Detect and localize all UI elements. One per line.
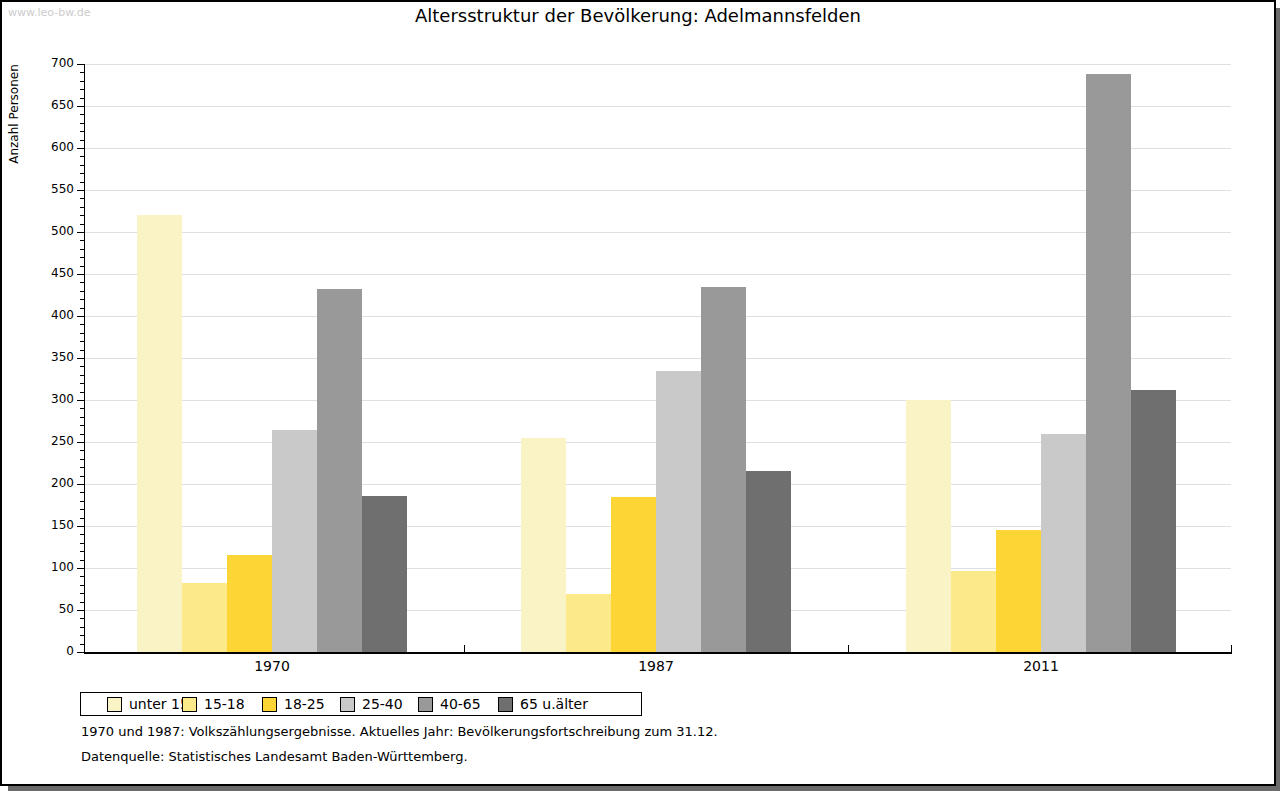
y-tick-label: 700 xyxy=(2,56,74,70)
y-major-tick xyxy=(77,484,84,485)
bar-1970-40-65 xyxy=(317,289,362,652)
gridline-700 xyxy=(84,64,1231,65)
plot-area: 0 50 100 150 200 250 300 350 400 450 500 550 600 650 7… xyxy=(2,2,1274,784)
y-major-tick xyxy=(77,442,84,443)
bar-1987-65 u.älter xyxy=(746,471,791,652)
gridline-600 xyxy=(84,148,1231,149)
y-tick-label: 500 xyxy=(2,224,74,238)
gridline-650 xyxy=(84,106,1231,107)
legend-label-65 u.älter: 65 u.älter xyxy=(520,693,588,715)
y-tick-label: 250 xyxy=(2,434,74,448)
y-major-tick xyxy=(77,400,84,401)
bar-1987-25-40 xyxy=(656,371,701,652)
gridline-450 xyxy=(84,274,1231,275)
y-major-tick xyxy=(77,190,84,191)
y-tick-label: 100 xyxy=(2,560,74,574)
y-major-tick xyxy=(77,526,84,527)
legend-swatch-unter 15 xyxy=(107,697,122,712)
gridline-550 xyxy=(84,190,1231,191)
gridline-350 xyxy=(84,358,1231,359)
x-category-label: 1987 xyxy=(611,658,701,674)
y-tick-label: 150 xyxy=(2,518,74,532)
y-major-tick xyxy=(77,64,84,65)
y-tick-label: 300 xyxy=(2,392,74,406)
y-tick-label: 550 xyxy=(2,182,74,196)
bar-1970-15-18 xyxy=(182,583,227,652)
bar-2011-15-18 xyxy=(951,571,996,652)
bar-2011-18-25 xyxy=(996,530,1041,652)
footnote-data-source: Datenquelle: Statistisches Landesamt Bad… xyxy=(81,749,468,764)
bar-1970-25-40 xyxy=(272,430,317,652)
gridline-400 xyxy=(84,316,1231,317)
y-major-tick xyxy=(77,148,84,149)
y-major-tick xyxy=(77,274,84,275)
y-major-tick xyxy=(77,316,84,317)
chart-window: www.leo-bw.de Altersstruktur der Bevölke… xyxy=(0,0,1276,786)
x-divider-tick-0 xyxy=(464,645,465,652)
x-divider-tick-1 xyxy=(848,645,849,652)
bar-2011-40-65 xyxy=(1086,74,1131,652)
bar-2011-65 u.älter xyxy=(1131,390,1176,652)
x-axis-line xyxy=(84,652,1232,654)
legend: unter 15 15-18 18-25 25-40 40-65 65 u.älter xyxy=(80,692,642,716)
y-major-tick xyxy=(77,652,84,653)
bar-1970-65 u.älter xyxy=(362,496,407,652)
footnote-source-years: 1970 und 1987: Volkszählungsergebnisse. … xyxy=(81,724,718,739)
y-tick-label: 400 xyxy=(2,308,74,322)
y-major-tick xyxy=(77,358,84,359)
bar-2011-unter 15 xyxy=(906,400,951,652)
x-category-label: 1970 xyxy=(227,658,317,674)
y-tick-label: 200 xyxy=(2,476,74,490)
bar-1970-18-25 xyxy=(227,555,272,652)
bar-2011-25-40 xyxy=(1041,434,1086,652)
x-category-label: 2011 xyxy=(996,658,1086,674)
x-divider-tick-2 xyxy=(1231,645,1232,652)
y-axis-line xyxy=(84,64,85,652)
legend-label-25-40: 25-40 xyxy=(362,693,403,715)
y-major-tick xyxy=(77,568,84,569)
y-tick-label: 50 xyxy=(2,602,74,616)
y-tick-label: 450 xyxy=(2,266,74,280)
legend-swatch-18-25 xyxy=(262,697,277,712)
legend-label-unter 15: unter 15 xyxy=(129,693,189,715)
y-major-tick xyxy=(77,106,84,107)
legend-label-18-25: 18-25 xyxy=(284,693,325,715)
bar-1970-unter 15 xyxy=(137,215,182,652)
legend-label-15-18: 15-18 xyxy=(204,693,245,715)
y-major-tick xyxy=(77,232,84,233)
legend-label-40-65: 40-65 xyxy=(440,693,481,715)
bar-1987-15-18 xyxy=(566,594,611,652)
y-major-tick xyxy=(77,610,84,611)
legend-swatch-25-40 xyxy=(340,697,355,712)
y-tick-label: 650 xyxy=(2,98,74,112)
bar-1987-unter 15 xyxy=(521,438,566,652)
legend-swatch-40-65 xyxy=(418,697,433,712)
y-tick-label: 600 xyxy=(2,140,74,154)
y-tick-label: 0 xyxy=(2,644,74,658)
y-tick-label: 350 xyxy=(2,350,74,364)
bar-1987-18-25 xyxy=(611,497,656,652)
bar-1987-40-65 xyxy=(701,287,746,652)
legend-swatch-65 u.älter xyxy=(498,697,513,712)
gridline-500 xyxy=(84,232,1231,233)
legend-swatch-15-18 xyxy=(182,697,197,712)
